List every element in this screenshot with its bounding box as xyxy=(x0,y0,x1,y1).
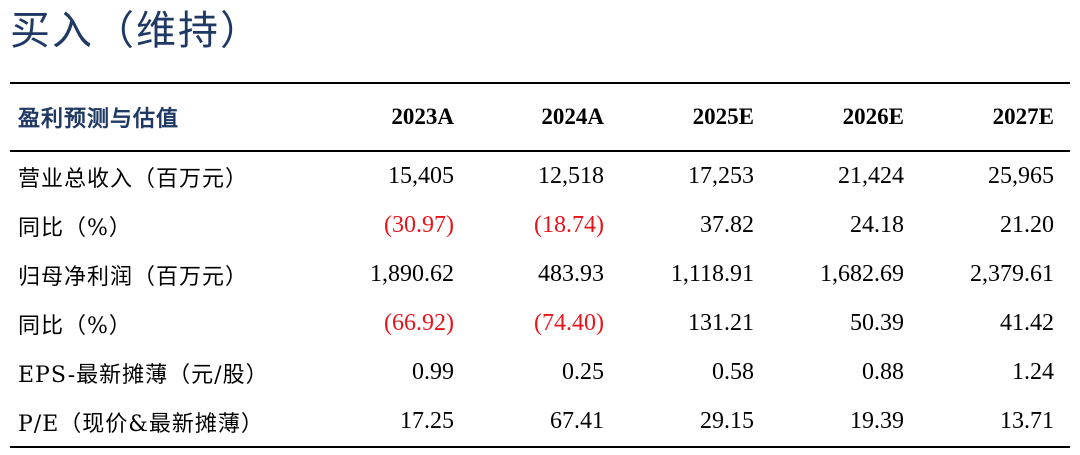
table-cell: 0.25 xyxy=(562,359,604,385)
table-header-row: 盈利预测与估值 2023A 2024A 2025E 2026E 2027E xyxy=(10,83,1070,151)
row-label: 同比（%） xyxy=(18,215,132,241)
table-row: EPS-最新摊薄（元/股） 0.99 0.25 0.58 0.88 1.24 xyxy=(10,348,1070,397)
table-cell: 131.21 xyxy=(688,310,754,336)
table-row: 归母净利润（百万元） 1,890.62 483.93 1,118.91 1,68… xyxy=(10,250,1070,299)
year-header-2024a: 2024A xyxy=(541,104,604,129)
table-row: 营业总收入（百万元） 15,405 12,518 17,253 21,424 2… xyxy=(10,151,1070,201)
table-cell: 21.20 xyxy=(1000,212,1054,238)
year-header-2023a: 2023A xyxy=(391,104,454,129)
table-cell: (74.40) xyxy=(534,310,604,336)
row-label: 营业总收入（百万元） xyxy=(18,166,249,192)
table-cell: 0.99 xyxy=(412,359,454,385)
table-cell: 41.42 xyxy=(1000,310,1054,336)
earnings-forecast-table: 盈利预测与估值 2023A 2024A 2025E 2026E 2027E 营业… xyxy=(10,82,1070,448)
table-cell: 50.39 xyxy=(850,310,904,336)
table-cell: 67.41 xyxy=(550,408,604,434)
table-cell: 19.39 xyxy=(850,408,904,434)
table-cell: 1,118.91 xyxy=(670,261,754,287)
table-cell: 17,253 xyxy=(688,163,754,189)
table-cell: 21,424 xyxy=(838,163,904,189)
table-cell: 1,890.62 xyxy=(370,261,454,287)
metric-column-header: 盈利预测与估值 xyxy=(18,106,180,132)
table-row: P/E（现价&最新摊薄） 17.25 67.41 29.15 19.39 13.… xyxy=(10,397,1070,447)
table-cell: 15,405 xyxy=(388,163,454,189)
table-cell: 0.58 xyxy=(712,359,754,385)
table-row: 同比（%） (30.97) (18.74) 37.82 24.18 21.20 xyxy=(10,201,1070,250)
table-cell: 2,379.61 xyxy=(970,261,1054,287)
year-header-2026e: 2026E xyxy=(842,104,904,129)
rating-title: 买入（维持） xyxy=(10,8,262,54)
table-cell: (30.97) xyxy=(384,212,454,238)
table-cell: (18.74) xyxy=(534,212,604,238)
table-cell: 24.18 xyxy=(850,212,904,238)
table-cell: 12,518 xyxy=(538,163,604,189)
table-row: 同比（%） (66.92) (74.40) 131.21 50.39 41.42 xyxy=(10,299,1070,348)
table-cell: 13.71 xyxy=(1000,408,1054,434)
table-cell: 483.93 xyxy=(538,261,604,287)
table-cell: 1.24 xyxy=(1012,359,1054,385)
row-label: 归母净利润（百万元） xyxy=(18,264,249,290)
table-cell: 25,965 xyxy=(988,163,1054,189)
year-header-2025e: 2025E xyxy=(692,104,754,129)
table-cell: 17.25 xyxy=(400,408,454,434)
table-cell: 1,682.69 xyxy=(820,261,904,287)
row-label: 同比（%） xyxy=(18,313,132,339)
year-header-2027e: 2027E xyxy=(992,104,1054,129)
table-cell: 0.88 xyxy=(862,359,904,385)
table-cell: 37.82 xyxy=(700,212,754,238)
table-cell: 29.15 xyxy=(700,408,754,434)
row-label: EPS-最新摊薄（元/股） xyxy=(18,362,269,388)
row-label: P/E（现价&最新摊薄） xyxy=(18,411,264,437)
table-cell: (66.92) xyxy=(384,310,454,336)
